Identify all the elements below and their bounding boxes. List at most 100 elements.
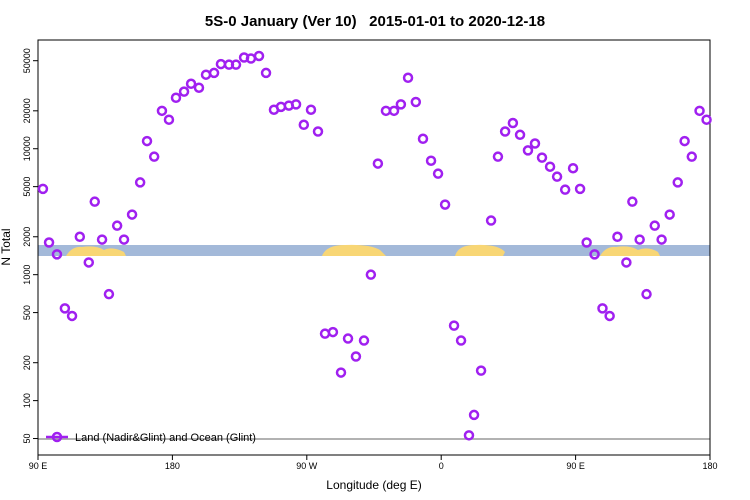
point: [589, 249, 600, 260]
x-tick-label: 90 E: [29, 461, 48, 471]
chart-title: 5S-0 January (Ver 10) 2015-01-01 to 2020…: [205, 13, 545, 30]
point: [372, 158, 384, 169]
point: [148, 151, 160, 162]
y-tick-label: 20000: [22, 98, 32, 123]
point: [649, 220, 660, 231]
point: [365, 269, 377, 280]
point: [74, 231, 86, 243]
x-tick-label: 90 W: [296, 461, 318, 471]
point: [634, 234, 645, 245]
point: [425, 155, 437, 166]
point: [305, 104, 317, 115]
y-tick-label: 5000: [22, 177, 32, 197]
point: [455, 335, 467, 346]
y-tick-label: 50: [22, 434, 32, 444]
point: [514, 129, 526, 141]
point: [298, 119, 310, 131]
y-tick-label: 1000: [22, 265, 32, 285]
point: [89, 196, 100, 207]
y-tick-label: 500: [22, 305, 32, 320]
point: [66, 310, 78, 322]
map-strip: [38, 244, 710, 256]
point: [230, 59, 242, 70]
x-axis-label: Longitude (deg E): [326, 478, 421, 492]
x-tick-label: 90 E: [566, 461, 585, 471]
point: [417, 133, 429, 145]
point: [126, 209, 138, 220]
point: [686, 151, 698, 162]
y-tick-label: 2000: [22, 227, 32, 247]
point: [275, 101, 287, 113]
point: [83, 257, 95, 268]
point: [507, 117, 519, 129]
point: [551, 171, 563, 182]
point: [96, 234, 108, 245]
point: [141, 135, 153, 147]
y-axis-label: N Total: [0, 228, 13, 265]
point: [358, 335, 370, 346]
plot-frame: [37, 39, 711, 456]
point: [604, 310, 615, 322]
point: [208, 67, 220, 79]
point: [664, 209, 675, 220]
point: [522, 145, 534, 156]
legend-marker: [51, 431, 63, 443]
point: [51, 249, 63, 260]
point: [156, 105, 168, 117]
point: [290, 99, 302, 110]
point: [185, 78, 197, 90]
point: [574, 183, 586, 195]
point: [559, 184, 571, 195]
point: [672, 177, 683, 188]
point: [694, 105, 705, 117]
point: [312, 126, 324, 137]
y-tick-label: 10000: [22, 136, 32, 161]
point: [402, 72, 414, 84]
point: [612, 231, 623, 243]
x-tick-label: 180: [165, 461, 180, 471]
x-tick-label: 0: [439, 461, 444, 471]
point: [134, 177, 146, 188]
point: [103, 288, 115, 300]
point: [319, 328, 331, 339]
y-tick-label: 50000: [22, 48, 32, 73]
point: [178, 86, 190, 97]
point: [193, 82, 205, 93]
point: [163, 114, 175, 125]
point: [463, 430, 475, 441]
point: [544, 161, 556, 172]
point: [388, 105, 400, 117]
point: [395, 99, 407, 110]
point: [200, 69, 212, 80]
point: [448, 320, 460, 331]
point: [170, 92, 182, 103]
y-tick-label: 100: [22, 393, 32, 408]
point: [621, 257, 632, 268]
point: [499, 126, 511, 137]
point: [43, 237, 55, 248]
point: [410, 96, 422, 108]
point: [641, 288, 652, 300]
point: [701, 114, 712, 125]
point: [536, 152, 548, 163]
point: [627, 196, 638, 207]
legend-label: Land (Nadir&Glint) and Ocean (Glint): [75, 432, 256, 444]
point: [327, 326, 339, 338]
y-tick-label: 200: [22, 355, 32, 370]
point: [215, 58, 227, 70]
point: [581, 237, 592, 248]
point: [468, 409, 480, 421]
point: [656, 234, 667, 245]
point: [253, 50, 265, 62]
point: [597, 303, 608, 314]
point: [567, 162, 579, 174]
point: [432, 168, 444, 179]
point: [37, 183, 49, 195]
point: [59, 303, 71, 314]
point: [492, 151, 504, 162]
point: [475, 365, 487, 376]
point: [118, 234, 130, 245]
point: [439, 199, 451, 210]
point: [350, 351, 362, 362]
